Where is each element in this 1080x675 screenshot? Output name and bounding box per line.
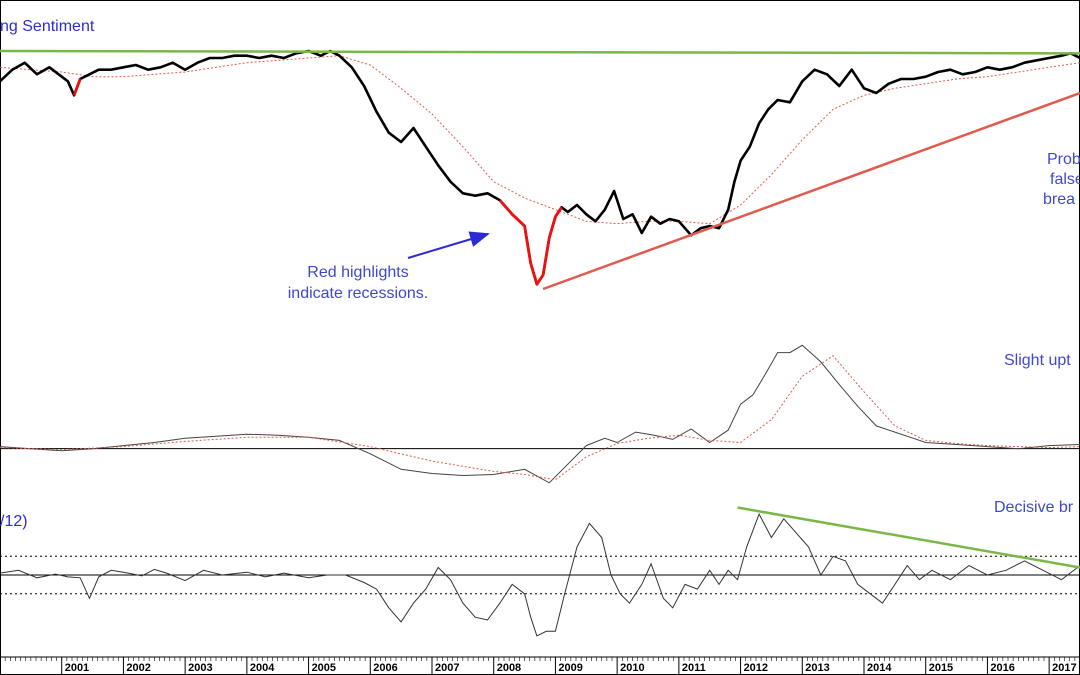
x-tick-label: 2009 bbox=[558, 662, 582, 674]
recession-highlight-2 bbox=[498, 199, 563, 286]
x-tick-label: 2004 bbox=[250, 662, 275, 674]
sentiment-moving-average-line bbox=[0, 55, 1080, 225]
x-tick-label: 2013 bbox=[805, 662, 829, 674]
sentiment-main-line bbox=[0, 49, 1080, 286]
x-tick-label: 2006 bbox=[373, 662, 397, 674]
x-tick-label: 2015 bbox=[929, 662, 953, 674]
x-tick-label: 2012 bbox=[744, 662, 768, 674]
annotation-recession-line2: indicate recessions. bbox=[288, 285, 429, 302]
x-tick-label: 2017 bbox=[1052, 662, 1076, 674]
panel3-title: /12) bbox=[0, 513, 28, 530]
annotation-prob-line3: brea bbox=[1043, 191, 1075, 208]
x-tick-label: 2011 bbox=[682, 662, 706, 674]
momentum-signal-line bbox=[0, 355, 1080, 481]
x-tick-label: 2014 bbox=[867, 662, 892, 674]
momentum-panel bbox=[0, 344, 1080, 484]
x-tick-label: 2002 bbox=[126, 662, 150, 674]
annotation-prob-line1: Prob bbox=[1047, 151, 1080, 168]
resistance-trendline bbox=[0, 49, 1080, 55]
rate-of-change-panel bbox=[0, 506, 1080, 637]
x-tick-label: 2001 bbox=[65, 662, 89, 674]
annotation-decisive: Decisive br bbox=[994, 499, 1074, 516]
recession-highlight-1 bbox=[72, 78, 82, 96]
panel1-title: ng Sentiment bbox=[0, 18, 95, 35]
x-tick-label: 2016 bbox=[990, 662, 1014, 674]
x-tick-label: 2005 bbox=[312, 662, 336, 674]
x-tick-label: 2010 bbox=[620, 662, 644, 674]
annotation-prob-line2: false bbox=[1050, 171, 1080, 188]
support-trendline bbox=[542, 91, 1080, 291]
momentum-line bbox=[0, 344, 1080, 484]
annotation-slight: Slight upt bbox=[1004, 352, 1071, 369]
x-tick-label: 2003 bbox=[188, 662, 212, 674]
descending-trendline bbox=[737, 506, 1080, 569]
x-tick-label: 2007 bbox=[435, 662, 459, 674]
rate-of-change-line bbox=[0, 512, 1080, 637]
annotation-arrow bbox=[407, 231, 490, 259]
annotation-recession-line1: Red highlights bbox=[307, 264, 408, 281]
sentiment-panel bbox=[0, 49, 1080, 291]
x-tick-label: 2008 bbox=[497, 662, 521, 674]
